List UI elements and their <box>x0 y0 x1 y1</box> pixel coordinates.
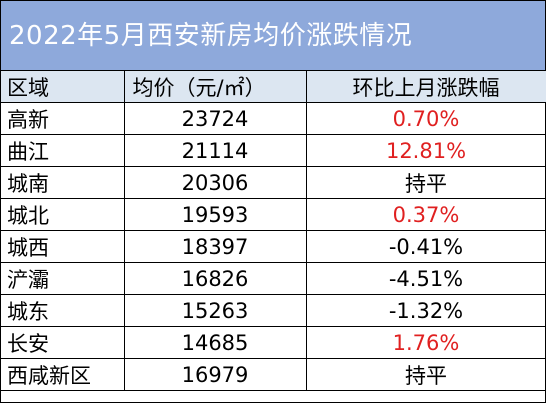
change-cell: 0.70% <box>305 102 546 135</box>
price-cell: 23724 <box>123 102 307 135</box>
price-cell: 15263 <box>123 294 307 327</box>
change-cell: 12.81% <box>305 134 546 167</box>
table-row: 浐灞 16826 -4.51% <box>1 262 546 295</box>
change-cell: 1.76% <box>305 326 546 359</box>
header-region: 区域 <box>1 71 125 103</box>
region-cell: 长安 <box>1 326 125 359</box>
table-row: 城南 20306 持平 <box>1 166 546 199</box>
table-row: 城东 15263 -1.32% <box>1 294 546 327</box>
table-row: 高新 23724 0.70% <box>1 102 546 135</box>
region-cell: 浐灞 <box>1 262 125 295</box>
change-cell: -0.41% <box>305 230 546 263</box>
table-title: 2022年5月西安新房均价涨跌情况 <box>1 1 545 71</box>
table-row: 城西 18397 -0.41% <box>1 230 546 263</box>
table-row: 长安 14685 1.76% <box>1 326 546 359</box>
region-cell: 城东 <box>1 294 125 327</box>
header-row: 区域 均价（元/㎡） 环比上月涨跌幅 <box>1 71 546 103</box>
region-cell: 高新 <box>1 102 125 135</box>
table-row: 西咸新区 16979 持平 <box>1 358 546 391</box>
price-table: 区域 均价（元/㎡） 环比上月涨跌幅 高新 23724 0.70% 曲江 211… <box>1 71 546 391</box>
price-cell: 14685 <box>123 326 307 359</box>
price-cell: 19593 <box>123 198 307 231</box>
change-cell: -1.32% <box>305 294 546 327</box>
price-cell: 16979 <box>123 358 307 391</box>
region-cell: 城南 <box>1 166 125 199</box>
region-cell: 曲江 <box>1 134 125 167</box>
header-change: 环比上月涨跌幅 <box>305 71 546 103</box>
change-cell: -4.51% <box>305 262 546 295</box>
table-row: 城北 19593 0.37% <box>1 198 546 231</box>
change-cell: 持平 <box>305 358 546 391</box>
price-cell: 20306 <box>123 166 307 199</box>
change-cell: 0.37% <box>305 198 546 231</box>
header-price: 均价（元/㎡） <box>123 71 307 103</box>
price-cell: 21114 <box>123 134 307 167</box>
price-cell: 16826 <box>123 262 307 295</box>
table-row: 曲江 21114 12.81% <box>1 134 546 167</box>
region-cell: 城西 <box>1 230 125 263</box>
region-cell: 城北 <box>1 198 125 231</box>
price-cell: 18397 <box>123 230 307 263</box>
change-cell: 持平 <box>305 166 546 199</box>
region-cell: 西咸新区 <box>1 358 125 391</box>
